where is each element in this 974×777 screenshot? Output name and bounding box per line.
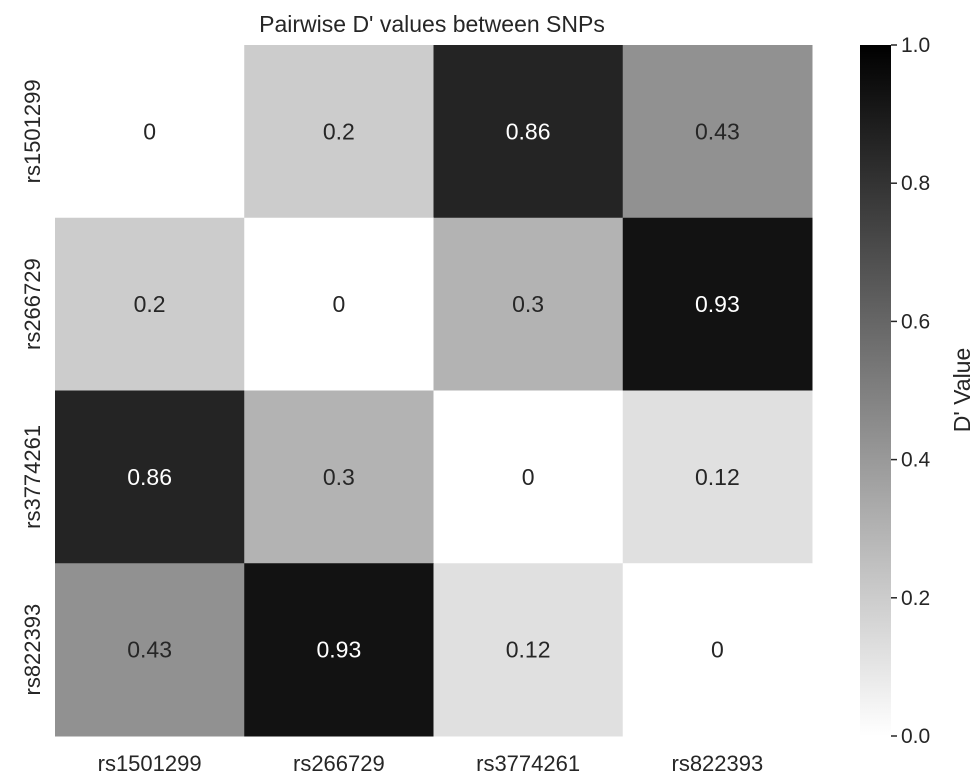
heatmap-cell — [55, 390, 245, 564]
y-tick-label: rs3774261 — [20, 425, 45, 529]
heatmap-cell — [433, 390, 624, 564]
cell-value-label: 0 — [143, 118, 156, 144]
colorbar: 0.0 0.2 0.4 0.6 0.8 1.0 D' Value — [860, 34, 974, 748]
heatmap-cell — [244, 390, 434, 564]
cell-value-label: 0 — [711, 637, 724, 663]
cell-value-label: 0.43 — [695, 118, 740, 144]
y-tick-label: rs1501299 — [20, 79, 45, 183]
colorbar-tick-label: 0.0 — [901, 725, 930, 748]
cell-value-label: 0.43 — [127, 637, 172, 663]
cell-value-label: 0 — [522, 464, 535, 490]
cell-value-label: 0.2 — [323, 118, 355, 144]
colorbar-tick-label: 0.4 — [901, 449, 931, 472]
y-tick-label: rs266729 — [20, 258, 45, 350]
colorbar-ticks: 0.0 0.2 0.4 0.6 0.8 1.0 — [891, 34, 931, 748]
cell-value-label: 0.3 — [323, 464, 355, 490]
heatmap-cell — [55, 217, 245, 391]
heatmap-cell — [55, 563, 245, 737]
cell-value-label: 0.86 — [127, 464, 172, 490]
heatmap-cell — [622, 45, 813, 219]
colorbar-gradient — [860, 45, 891, 736]
colorbar-tick-label: 1.0 — [901, 34, 930, 57]
heatmap-cells — [55, 45, 813, 737]
y-tick-label: rs822393 — [20, 604, 45, 696]
heatmap-cell — [433, 563, 624, 737]
x-axis-tick-labels: rs1501299 rs266729 rs3774261 rs822393 — [98, 751, 764, 776]
cell-value-label: 0.93 — [316, 637, 361, 663]
heatmap-cell — [622, 217, 813, 391]
cell-value-label: 0.12 — [695, 464, 740, 490]
colorbar-label: D' Value — [949, 348, 974, 433]
cell-value-label: 0.93 — [695, 291, 740, 317]
cell-value-label: 0.3 — [512, 291, 544, 317]
colorbar-tick-label: 0.6 — [901, 310, 930, 333]
x-tick-label: rs822393 — [672, 751, 764, 776]
cell-value-label: 0.86 — [506, 118, 551, 144]
x-tick-label: rs1501299 — [98, 751, 202, 776]
heatmap-cell — [433, 217, 624, 391]
x-tick-label: rs266729 — [293, 751, 385, 776]
y-axis-tick-labels: rs1501299 rs266729 rs3774261 rs822393 — [20, 79, 45, 695]
cell-value-label: 0 — [332, 291, 345, 317]
cell-value-label: 0.2 — [134, 291, 166, 317]
heatmap-cell — [433, 45, 624, 219]
heatmap-cell — [244, 217, 434, 391]
cell-value-label: 0.12 — [506, 637, 551, 663]
heatmap-cell — [622, 390, 813, 564]
colorbar-tick-label: 0.2 — [901, 587, 930, 610]
heatmap-cell — [622, 563, 813, 737]
heatmap-cell — [244, 563, 434, 737]
heatmap-cell — [55, 45, 245, 219]
chart-title: Pairwise D' values between SNPs — [259, 11, 605, 37]
colorbar-tick-label: 0.8 — [901, 172, 930, 195]
heatmap-cell — [244, 45, 434, 219]
heatmap-annotations: 0 0.2 0.86 0.43 0.2 0 0.3 0.93 0.86 0.3 0 0.12 0.43 0… — [127, 118, 740, 662]
x-tick-label: rs3774261 — [476, 751, 580, 776]
